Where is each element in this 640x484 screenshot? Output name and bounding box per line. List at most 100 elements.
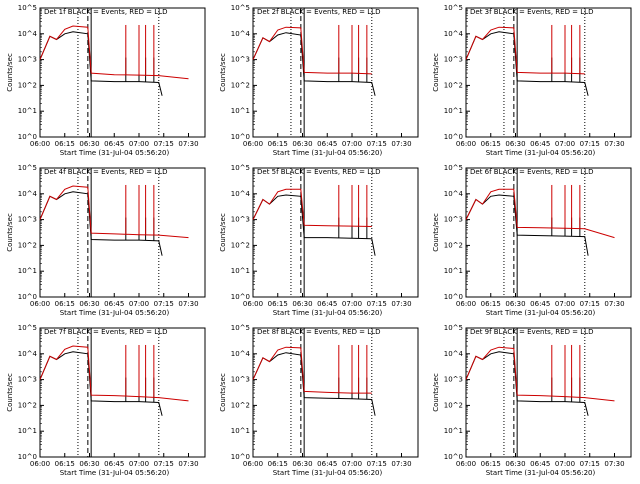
x-tick-label: 07:30 [391,300,411,308]
series-events [465,351,589,416]
y-tick-label: 10^5 [444,4,463,12]
chart-title: Det 5f BLACK = Events, RED = LLD [257,168,380,176]
x-tick-label: 07:00 [555,300,575,308]
chart-title: Det 8f BLACK = Events, RED = LLD [257,328,380,336]
x-tick-label: 07:30 [604,300,624,308]
x-tick-label: 07:00 [555,460,575,468]
x-axis-label: Start Time (31-Jul-04 05:56:20) [60,469,170,477]
y-axis-label: Counts/sec [6,213,14,252]
chart-panel-2: Det 2f BLACK = Events, RED = LLD 10^0 10^1… [213,0,426,160]
x-tick-label: 07:30 [604,140,624,148]
chart-svg-3: Det 3f BLACK = Events, RED = LLD 10^0 10^1… [432,4,632,157]
y-tick-label: 10^1 [444,107,463,115]
y-axis-label: Counts/sec [6,53,14,92]
x-tick-label: 06:00 [243,460,263,468]
x-tick-label: 06:15 [268,300,288,308]
y-axis-label: Counts/sec [432,373,440,412]
chart-panel-1: Det 1f BLACK = Events, RED = LLD 10^0 10^1… [0,0,213,160]
y-tick-label: 10^0 [18,453,37,461]
series-lld [465,26,585,75]
x-tick-label: 07:30 [178,140,198,148]
x-tick-label: 06:15 [481,140,501,148]
y-axis-label: Counts/sec [432,53,440,92]
series-lld [465,346,615,402]
x-tick-label: 06:15 [55,140,75,148]
chart-panel-8: Det 8f BLACK = Events, RED = LLD 10^0 10^1… [213,320,426,480]
y-tick-label: 10^3 [231,216,250,224]
plot-frame [39,327,206,458]
x-tick-label: 06:00 [30,300,50,308]
series-events [252,32,376,96]
y-tick-label: 10^1 [231,427,250,435]
x-axis-label: Start Time (31-Jul-04 05:56:20) [60,309,170,317]
chart-title: Det 2f BLACK = Events, RED = LLD [257,8,380,16]
y-tick-label: 10^2 [18,241,37,249]
y-tick-label: 10^4 [444,30,464,38]
y-tick-label: 10^0 [231,293,250,301]
series-lld [39,185,189,239]
chart-svg-1: Det 1f BLACK = Events, RED = LLD 10^0 10^1… [6,4,206,157]
chart-panel-3: Det 3f BLACK = Events, RED = LLD 10^0 10^1… [426,0,639,160]
chart-title: Det 7f BLACK = Events, RED = LLD [44,328,167,336]
x-tick-label: 06:00 [243,300,263,308]
y-tick-label: 10^3 [444,376,463,384]
chart-panel-4: Det 4f BLACK = Events, RED = LLD 10^0 10^1… [0,160,213,320]
x-tick-label: 07:00 [129,300,149,308]
y-tick-label: 10^4 [18,350,38,358]
x-tick-label: 06:45 [530,300,550,308]
plot-frame [252,7,419,138]
series-events [465,194,589,256]
y-tick-label: 10^0 [18,133,37,141]
y-tick-label: 10^1 [444,427,463,435]
y-axis-label: Counts/sec [432,213,440,252]
plot-frame [465,7,632,138]
x-tick-label: 06:45 [317,140,337,148]
y-tick-label: 10^0 [444,293,463,301]
x-axis-label: Start Time (31-Jul-04 05:56:20) [486,309,596,317]
chart-svg-2: Det 2f BLACK = Events, RED = LLD 10^0 10^1… [219,4,419,157]
x-tick-label: 07:30 [178,300,198,308]
x-tick-label: 06:30 [292,300,312,308]
x-tick-label: 07:00 [342,140,362,148]
chart-title: Det 6f BLACK = Events, RED = LLD [470,168,593,176]
y-tick-label: 10^4 [231,190,251,198]
y-tick-label: 10^0 [444,453,463,461]
x-axis-label: Start Time (31-Jul-04 05:56:20) [486,149,596,157]
y-tick-label: 10^4 [18,190,38,198]
chart-panel-5: Det 5f BLACK = Events, RED = LLD 10^0 10^1… [213,160,426,320]
series-lld [252,188,372,227]
x-tick-label: 06:30 [505,460,525,468]
x-tick-label: 06:45 [317,300,337,308]
chart-title: Det 1f BLACK = Events, RED = LLD [44,8,167,16]
chart-title: Det 4f BLACK = Events, RED = LLD [44,168,167,176]
y-tick-label: 10^1 [231,267,250,275]
y-tick-label: 10^0 [18,293,37,301]
y-axis-label: Counts/sec [219,53,227,92]
series-lld [252,26,372,75]
y-tick-label: 10^2 [444,81,463,89]
y-tick-label: 10^2 [444,241,463,249]
x-axis-label: Start Time (31-Jul-04 05:56:20) [273,309,383,317]
x-axis-label: Start Time (31-Jul-04 05:56:20) [60,149,170,157]
x-tick-label: 06:30 [505,140,525,148]
x-tick-label: 06:30 [79,140,99,148]
y-tick-label: 10^5 [231,4,250,12]
y-tick-label: 10^5 [18,324,37,332]
y-tick-label: 10^0 [231,453,250,461]
x-tick-label: 07:15 [580,140,600,148]
x-tick-label: 07:15 [580,460,600,468]
y-axis-label: Counts/sec [219,213,227,252]
chart-svg-7: Det 7f BLACK = Events, RED = LLD 10^0 10^1… [6,324,206,477]
x-tick-label: 07:15 [367,140,387,148]
x-tick-label: 06:30 [292,460,312,468]
x-tick-label: 06:00 [243,140,263,148]
x-tick-label: 06:45 [530,140,550,148]
x-axis-label: Start Time (31-Jul-04 05:56:20) [486,469,596,477]
x-tick-label: 06:30 [505,300,525,308]
y-tick-label: 10^3 [444,216,463,224]
x-tick-label: 07:15 [154,300,174,308]
y-tick-label: 10^3 [231,376,250,384]
y-tick-label: 10^5 [18,4,37,12]
series-lld [252,346,372,394]
y-tick-label: 10^4 [231,350,251,358]
